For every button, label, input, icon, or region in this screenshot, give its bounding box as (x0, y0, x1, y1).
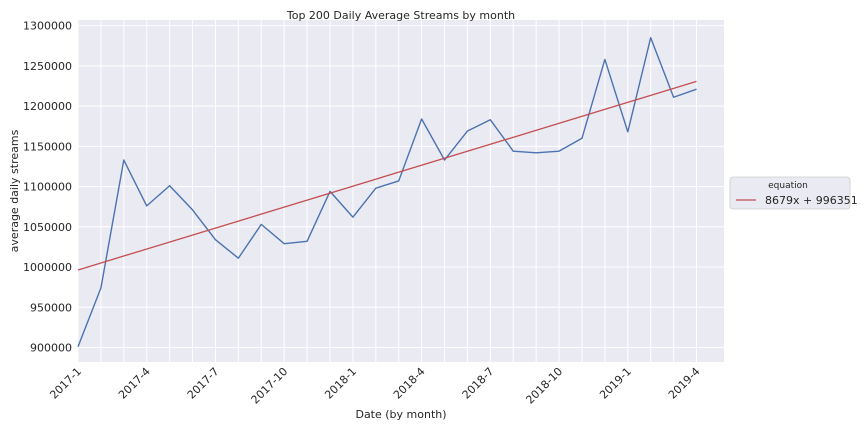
legend-entry-trend: 8679x + 996351 (765, 194, 858, 207)
series-line-streams (77, 37, 697, 347)
plot-background (78, 20, 724, 362)
series-layer (77, 37, 697, 347)
x-tick-label: 2017-1 (47, 365, 84, 402)
y-tick-label: 1100000 (23, 181, 72, 194)
x-tick-label: 2018-10 (523, 365, 565, 407)
y-tick-label: 1300000 (23, 20, 72, 33)
y-tick-label: 1150000 (23, 140, 72, 153)
x-axis-label: Date (by month) (355, 408, 446, 421)
legend-box (729, 176, 851, 210)
y-axis-label: average daily streams (8, 129, 21, 252)
y-tick-label: 1200000 (23, 100, 72, 113)
x-tick-label: 2017-7 (185, 365, 222, 402)
x-tick-label: 2018-7 (460, 365, 497, 402)
x-tick-label: 2017-10 (249, 365, 291, 407)
legend: equation 8679x + 996351 (729, 176, 858, 210)
x-tick-label: 2018-4 (391, 365, 428, 402)
x-tick-label: 2018-1 (322, 365, 359, 402)
y-tick-labels: 900000 950000 1000000 1050000 1100000 1150000… (23, 20, 72, 355)
x-tick-label: 2019-4 (666, 365, 703, 402)
y-tick-label: 900000 (30, 342, 72, 355)
chart-title: Top 200 Daily Average Streams by month (286, 9, 515, 22)
x-gridlines (77, 20, 698, 362)
x-tick-label: 2019-1 (597, 365, 634, 402)
y-tick-label: 1050000 (23, 221, 72, 234)
y-tick-label: 950000 (30, 301, 72, 314)
y-tick-label: 1000000 (23, 261, 72, 274)
y-tick-label: 1250000 (23, 60, 72, 73)
series-line-trend (77, 80, 697, 271)
x-tick-label: 2017-4 (116, 365, 153, 402)
legend-title: equation (768, 181, 808, 191)
x-tick-labels: 2017-1 2017-4 2017-7 2017-10 2018-1 2018-4 201… (47, 365, 702, 407)
